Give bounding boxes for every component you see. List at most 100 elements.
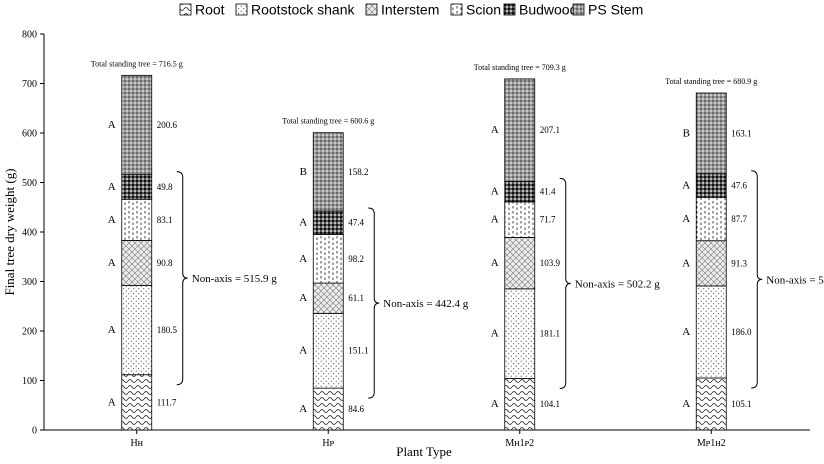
- significance-letter: A: [682, 326, 690, 338]
- x-tick-label: Hᴘ: [322, 438, 334, 449]
- bar-segment-rootstock-shank: [504, 288, 536, 379]
- bar-segment-ps-stem: [504, 78, 536, 182]
- y-tick-label: 100: [22, 376, 37, 387]
- data-label: 90.8: [157, 258, 173, 268]
- non-axis-label: Non-axis = 442.4 g: [383, 298, 469, 310]
- significance-letter: A: [299, 403, 307, 415]
- significance-letter: A: [108, 324, 116, 336]
- non-axis-brace: [176, 171, 188, 386]
- data-label: 103.9: [540, 258, 561, 268]
- legend-swatch: [503, 3, 516, 16]
- non-axis-label: Non-axis = 517.7 g: [766, 274, 824, 286]
- data-label: 84.6: [348, 404, 364, 414]
- data-label: 181.1: [540, 329, 560, 339]
- significance-letter: A: [491, 124, 499, 136]
- total-label: Total standing tree = 680.9 g: [665, 77, 757, 86]
- legend-swatch: [235, 3, 248, 16]
- bar-segment-scion: [504, 201, 536, 238]
- data-label: 83.1: [157, 215, 173, 225]
- legend-label: Scion: [466, 2, 501, 18]
- data-label: 200.6: [157, 120, 178, 130]
- x-tick-label: Mᴘ1ʜ2: [697, 438, 726, 449]
- legend-item-root: Root: [179, 2, 225, 18]
- data-label: 111.7: [157, 397, 177, 407]
- bar-segment-interstem: [121, 240, 153, 286]
- significance-letter: A: [108, 214, 116, 226]
- significance-letter: A: [108, 257, 116, 269]
- significance-letter: A: [491, 398, 499, 410]
- data-label: 91.3: [731, 258, 747, 268]
- data-label: 47.6: [731, 181, 747, 191]
- bar-segment-scion: [121, 198, 153, 241]
- data-label: 98.2: [348, 254, 364, 264]
- axes: [43, 34, 810, 431]
- data-label: 207.1: [540, 125, 560, 135]
- bar-segment-budwood: [504, 181, 536, 203]
- legend-item-interstem: Interstem: [365, 2, 439, 18]
- bar-segment-rootstock-shank: [312, 312, 344, 389]
- legend-swatch: [365, 3, 378, 16]
- y-tick-label: 600: [22, 129, 37, 140]
- non-axis-brace: [368, 207, 380, 399]
- data-label: 105.1: [731, 399, 751, 409]
- bar-segment-rootstock-shank: [121, 284, 153, 376]
- significance-letter: A: [299, 253, 307, 265]
- bars: 111.7 A 180.5 A 90.8 A 83.1 A 49.8 A 200.6 A Total s…: [91, 59, 824, 431]
- bar-segment-rootstock-shank: [695, 285, 727, 379]
- significance-letter: A: [682, 213, 690, 225]
- data-label: 186.0: [731, 327, 752, 337]
- y-axis-title: Final tree dry weight (g): [2, 168, 17, 295]
- total-label: Total standing tree = 600.6 g: [282, 117, 374, 126]
- x-axis-title: Plant Type: [396, 444, 452, 459]
- data-label: 71.7: [540, 215, 556, 225]
- y-axis-ticks: 0 100 200 300 400 500 600 700 800: [22, 30, 44, 437]
- bar-segment-ps-stem: [121, 74, 153, 176]
- significance-letter: B: [300, 166, 307, 178]
- data-label: 41.4: [540, 187, 556, 197]
- data-label: 151.1: [348, 346, 368, 356]
- significance-letter: A: [108, 396, 116, 408]
- significance-letter: A: [491, 257, 499, 269]
- legend: Root Rootstock shank Interstem Scion Budwood…: [179, 2, 643, 18]
- y-tick-label: 300: [22, 277, 37, 288]
- x-axis-ticks: Hʜ Hᴘ Mʜ1ᴘ2 Mᴘ1ʜ2: [130, 430, 726, 449]
- bar-segment-scion: [312, 234, 344, 284]
- bar-segment-interstem: [504, 236, 536, 290]
- bar-segment-budwood: [312, 210, 344, 235]
- significance-letter: B: [683, 127, 690, 139]
- data-label: 61.1: [348, 293, 364, 303]
- bar-segment-ps-stem: [312, 132, 344, 212]
- significance-letter: A: [299, 217, 307, 229]
- significance-letter: A: [491, 328, 499, 340]
- data-label: 49.8: [157, 182, 173, 192]
- bar-segment-scion: [695, 196, 727, 242]
- bar-group-h: 84.6 A 151.1 A 61.1 A 98.2 A 47.4 A 158.2 B Total st…: [282, 117, 469, 431]
- bar-group-h: 111.7 A 180.5 A 90.8 A 83.1 A 49.8 A 200.6 A Total s…: [91, 59, 277, 431]
- y-tick-label: 0: [32, 426, 37, 437]
- legend-item-budwood: Budwood: [503, 2, 577, 18]
- bar-group-m-1-2: 105.1 A 186.0 A 91.3 A 87.7 A 47.6 A 163.1 B Total s…: [665, 77, 824, 431]
- significance-letter: A: [108, 181, 116, 193]
- x-tick-label: Hʜ: [130, 438, 143, 449]
- significance-letter: A: [682, 398, 690, 410]
- y-tick-label: 800: [22, 30, 37, 41]
- significance-letter: A: [682, 180, 690, 192]
- bar-segment-root: [121, 374, 153, 431]
- legend-swatch: [179, 3, 192, 16]
- y-tick-label: 700: [22, 79, 37, 90]
- non-axis-label: Non-axis = 502.2 g: [575, 278, 661, 290]
- y-tick-label: 400: [22, 228, 37, 239]
- y-tick-label: 200: [22, 327, 37, 338]
- significance-letter: A: [491, 214, 499, 226]
- bar-segment-root: [695, 377, 727, 431]
- bar-segment-root: [504, 378, 536, 431]
- bar-segment-interstem: [695, 240, 727, 287]
- data-label: 163.1: [731, 128, 751, 138]
- legend-label: Rootstock shank: [251, 2, 355, 18]
- non-axis-brace: [559, 177, 571, 389]
- non-axis-brace: [751, 170, 763, 389]
- legend-swatch: [450, 3, 463, 16]
- significance-letter: A: [299, 345, 307, 357]
